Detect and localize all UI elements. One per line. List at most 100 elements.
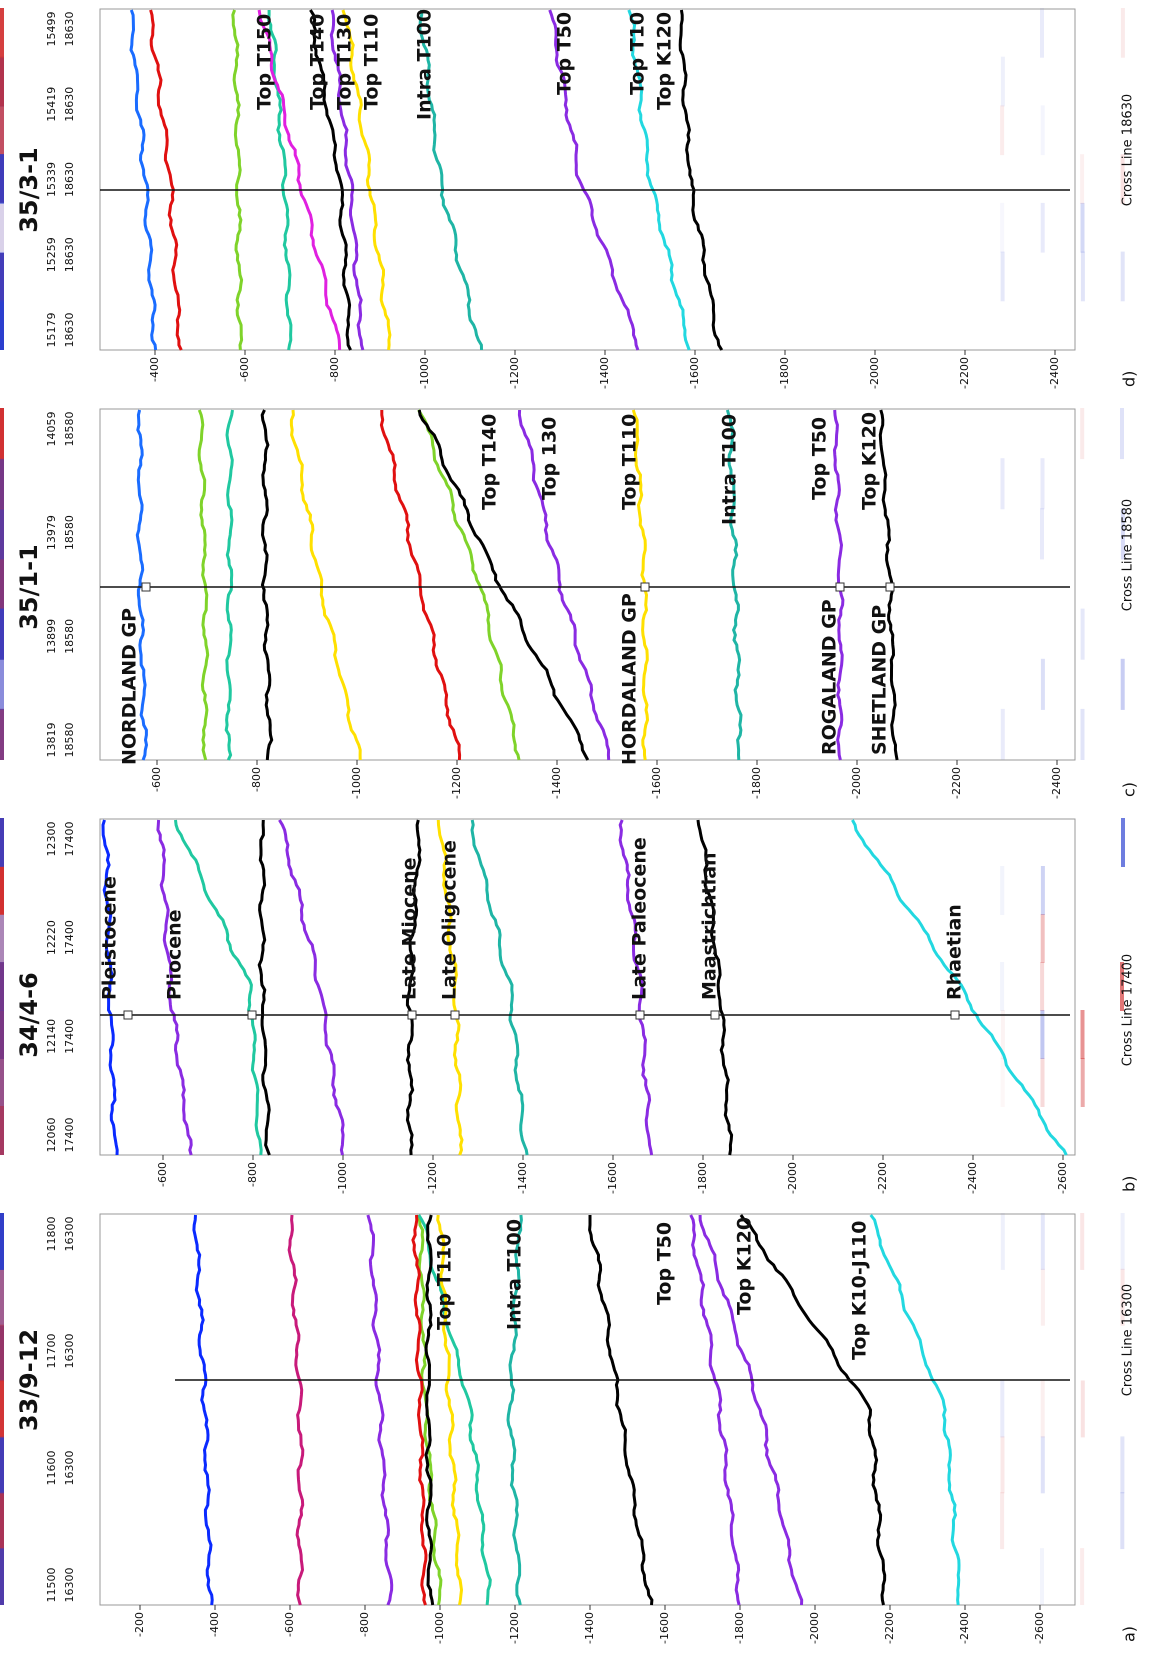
horizon-label: Intra T100 [504, 1219, 526, 1330]
horizon-label: Late Oligocene [439, 840, 461, 1000]
depth-tick-label: -1600 [658, 1612, 671, 1644]
texture [0, 1548, 4, 1605]
texture [1001, 1058, 1005, 1107]
trace-inline: 12220 [45, 920, 58, 955]
texture [1041, 1213, 1045, 1270]
depth-tick-label: -600 [283, 1612, 296, 1637]
horizon-label: Late Paleocene [629, 837, 651, 1000]
well-top-marker [124, 1011, 132, 1019]
horizon [590, 1215, 652, 1605]
well-name: 33/9-12 [15, 1329, 43, 1431]
depth-tick-label: -1800 [733, 1612, 746, 1644]
seismic-section [0, 408, 1153, 760]
texture [1040, 1548, 1044, 1605]
texture [1001, 458, 1005, 509]
plot-frame [100, 1214, 1075, 1605]
trace-inline: 11500 [45, 1568, 58, 1603]
texture [1041, 1381, 1045, 1438]
trace-inline: 11700 [45, 1334, 58, 1369]
trace-crossline: 17400 [63, 1118, 76, 1153]
horizon-label: Top K10-J110 [849, 1221, 871, 1361]
depth-tick-label: -400 [208, 1612, 221, 1637]
texture [1040, 508, 1044, 559]
texture [1120, 1492, 1124, 1549]
texture [1041, 1058, 1045, 1107]
horizon-label: Pliocene [164, 909, 186, 1000]
horizon [871, 1215, 959, 1605]
cross-line-label: Cross Line 16300 [1121, 1284, 1136, 1396]
horizon [426, 1215, 433, 1605]
panel: 33/9-12 Cross Line 16300 a) 11500 16300 11600… [0, 1213, 1153, 1644]
texture [1000, 1381, 1004, 1438]
trace-crossline: 17400 [63, 920, 76, 955]
trace-crossline: 17400 [63, 1019, 76, 1054]
texture [1081, 866, 1085, 915]
plot-frame [100, 819, 1075, 1155]
texture [1041, 914, 1045, 963]
texture [1041, 659, 1045, 710]
texture [1081, 1381, 1085, 1438]
texture [1121, 1213, 1125, 1270]
horizon [176, 820, 262, 1155]
depth-tick-label: -2400 [958, 1612, 971, 1644]
depth-tick-label: -2200 [876, 1162, 889, 1194]
depth-tick-label: -1800 [696, 1162, 709, 1194]
trace-crossline: 16300 [63, 1568, 76, 1603]
depth-tick-label: -800 [358, 1612, 371, 1637]
texture [1000, 1492, 1004, 1549]
cross-line-label: Cross Line 17400 [1121, 954, 1136, 1066]
depth-tick-label: -2000 [786, 1162, 799, 1194]
trace-crossline: 16300 [63, 1451, 76, 1486]
texture [1120, 1436, 1124, 1493]
texture [0, 1058, 4, 1107]
depth-tick-label: -2600 [1056, 1162, 1069, 1194]
horizon-label: Maastrichtian [699, 852, 721, 1000]
panel-label: a) [1120, 1626, 1139, 1642]
texture [0, 914, 4, 963]
depth-tick-label: -2200 [883, 1612, 896, 1644]
texture [1000, 962, 1004, 1011]
depth-tick-label: -2000 [808, 1612, 821, 1644]
trace-crossline: 16300 [63, 1217, 76, 1252]
texture [1080, 1548, 1084, 1605]
trace-inline: 12300 [45, 822, 58, 857]
texture [0, 1010, 4, 1059]
texture [0, 1436, 4, 1493]
texture [1041, 458, 1045, 509]
horizon [289, 1215, 303, 1605]
depth-tick-label: -1000 [336, 1162, 349, 1194]
texture [1081, 1058, 1085, 1107]
texture [1040, 1010, 1044, 1059]
texture [1080, 408, 1084, 459]
texture [1041, 609, 1045, 660]
depth-tick-label: -200 [133, 1612, 146, 1637]
texture [0, 818, 4, 867]
depth-tick-label: -1600 [606, 1162, 619, 1194]
well-top-marker [636, 1011, 644, 1019]
well-top-marker [711, 1011, 719, 1019]
well-top-marker [248, 1011, 256, 1019]
horizon [259, 820, 269, 1155]
horizon [472, 820, 527, 1155]
texture [1120, 408, 1124, 459]
texture [0, 1106, 4, 1155]
seismic-section [0, 1213, 1153, 1605]
well-top-marker [951, 1011, 959, 1019]
texture [1080, 458, 1084, 509]
texture [0, 1325, 4, 1382]
horizon [279, 820, 343, 1155]
horizon-label: Late Miocene [399, 857, 421, 1000]
trace-inline: 11600 [45, 1451, 58, 1486]
depth-tick-label: -1400 [516, 1162, 529, 1194]
texture [1081, 1010, 1085, 1059]
texture [1081, 709, 1085, 760]
texture [1080, 1213, 1084, 1270]
well-name: 34/4-6 [15, 972, 43, 1058]
texture [1081, 609, 1085, 660]
texture [0, 962, 4, 1011]
texture [0, 866, 4, 915]
depth-tick-label: -800 [246, 1162, 259, 1187]
depth-tick-label: -2600 [1033, 1612, 1046, 1644]
